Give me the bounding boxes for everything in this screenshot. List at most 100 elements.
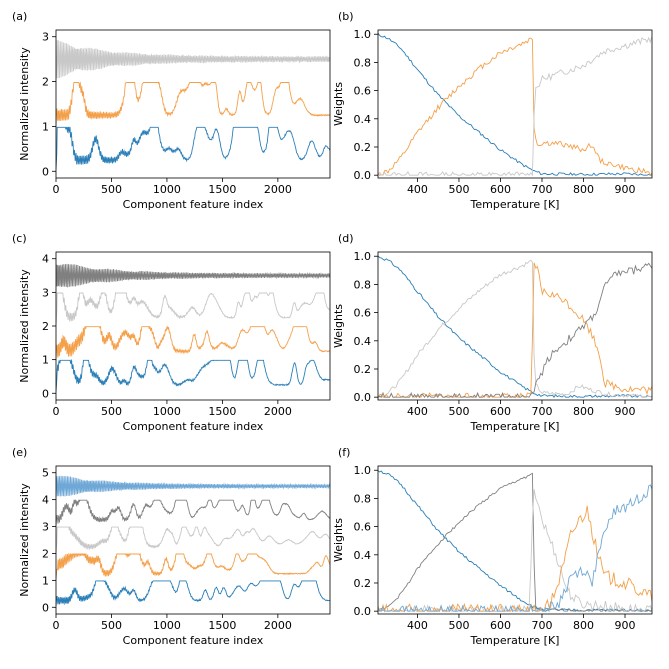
y-tick-label: 0.6 [354, 85, 372, 98]
x-tick-label: 500 [448, 619, 469, 632]
y-axis-label: Weights [332, 304, 345, 348]
x-axis-label: Component feature index [123, 634, 264, 647]
x-tick-label: 600 [490, 619, 511, 632]
y-tick-label: 1.0 [354, 250, 372, 263]
x-axis-label: Component feature index [123, 420, 264, 433]
x-axis-label: Temperature [K] [470, 420, 560, 433]
x-tick-label: 1000 [153, 619, 181, 632]
x-tick-label: 700 [531, 619, 552, 632]
x-tick-label: 400 [407, 183, 428, 196]
x-tick-label: 1500 [208, 405, 236, 418]
series-line-component-3 [56, 292, 330, 325]
panel-3: 400 500 600 700 800 900 0.0 0.2 0.4 0.6 0.8 1.0 Temp… [332, 232, 653, 433]
x-tick-label: 500 [448, 405, 469, 418]
y-tick-label: 0.8 [354, 278, 372, 291]
series-line-component-1 [56, 358, 330, 392]
x-tick-label: 700 [531, 405, 552, 418]
y-tick-label: 5 [42, 467, 49, 480]
axes-frame [377, 29, 653, 179]
series-group [56, 263, 330, 392]
series-line-component-1 [56, 580, 330, 606]
y-tick-label: 0.8 [354, 492, 372, 505]
x-tick-label: 600 [490, 183, 511, 196]
series-line-component-2 [56, 552, 330, 580]
x-tick-label: 900 [615, 619, 636, 632]
y-tick-label: 0 [42, 165, 49, 178]
y-tick-label: 0.4 [354, 335, 372, 348]
series-line-component-4 [56, 499, 330, 526]
x-tick-label: 1000 [153, 405, 181, 418]
y-axis-label: Weights [332, 518, 345, 562]
y-tick-label: 2 [42, 320, 49, 333]
x-tick-label: 700 [531, 183, 552, 196]
x-axis-label: Component feature index [123, 198, 264, 211]
panel-label: (c) [12, 232, 27, 245]
panel-5: 400 500 600 700 800 900 0.0 0.2 0.4 0.6 0.8 1.0 Temp… [332, 446, 653, 647]
x-tick-label: 2000 [264, 405, 292, 418]
y-tick-label: 0 [42, 387, 49, 400]
series-line-component-3 [56, 525, 330, 553]
series-line-weight-5 [378, 484, 652, 613]
y-tick-label: 1.0 [354, 28, 372, 41]
x-tick-label: 0 [53, 183, 60, 196]
axes-frame [55, 29, 331, 179]
y-tick-label: 4 [42, 253, 49, 266]
panel-label: (e) [12, 446, 27, 459]
x-tick-label: 800 [573, 183, 594, 196]
series-group [56, 39, 330, 170]
y-axis-label: Normalized intensity [18, 483, 31, 597]
y-tick-label: 2 [42, 76, 49, 89]
series-group [378, 32, 652, 177]
y-tick-label: 0.2 [354, 363, 372, 376]
y-tick-label: 0.0 [354, 391, 372, 404]
y-tick-label: 0.4 [354, 549, 372, 562]
x-tick-label: 0 [53, 619, 60, 632]
series-line-weight-3 [378, 489, 652, 613]
x-tick-label: 400 [407, 405, 428, 418]
series-line-weight-1 [378, 32, 652, 176]
series-line-component-5 [56, 475, 330, 497]
x-tick-label: 500 [101, 405, 122, 418]
y-tick-label: 1 [42, 574, 49, 587]
series-line-component-3 [56, 39, 330, 79]
y-tick-label: 0.8 [354, 56, 372, 69]
series-line-weight-3 [378, 262, 652, 399]
x-tick-label: 0 [53, 405, 60, 418]
series-line-component-2 [56, 81, 330, 125]
series-line-component-1 [56, 126, 330, 170]
y-tick-label: 0.6 [354, 521, 372, 534]
x-tick-label: 500 [101, 619, 122, 632]
x-tick-label: 1500 [208, 183, 236, 196]
x-tick-label: 500 [448, 183, 469, 196]
x-tick-label: 800 [573, 405, 594, 418]
y-tick-label: 2 [42, 547, 49, 560]
x-tick-label: 800 [573, 619, 594, 632]
y-tick-label: 1.0 [354, 464, 372, 477]
series-line-component-2 [56, 325, 330, 359]
panel-label: (a) [12, 10, 27, 23]
panel-2: 0 500 1000 1500 2000 0 1 2 3 4 Component feature i… [12, 232, 331, 433]
axes-frame [377, 251, 653, 401]
panel-1: 400 500 600 700 800 900 0.0 0.2 0.4 0.6 0.8 1.0 Temp… [332, 10, 653, 211]
x-axis-label: Temperature [K] [470, 634, 560, 647]
x-tick-label: 900 [615, 405, 636, 418]
y-axis-label: Normalized intensity [18, 269, 31, 383]
x-tick-label: 900 [615, 183, 636, 196]
y-tick-label: 0.2 [354, 141, 372, 154]
axes-frame [55, 465, 331, 615]
y-tick-label: 0.4 [354, 113, 372, 126]
y-tick-label: 0.6 [354, 307, 372, 320]
x-tick-label: 1000 [153, 183, 181, 196]
panel-label: (b) [338, 10, 354, 23]
y-axis-label: Weights [332, 82, 345, 126]
y-tick-label: 3 [42, 521, 49, 534]
x-tick-label: 500 [101, 183, 122, 196]
x-tick-label: 2000 [264, 619, 292, 632]
panel-4: 0 500 1000 1500 2000 0 1 2 3 4 5 Component feature … [12, 446, 331, 647]
x-tick-label: 2000 [264, 183, 292, 196]
panel-0: 0 500 1000 1500 2000 0 1 2 3 Component feature in… [12, 10, 331, 211]
y-tick-label: 1 [42, 120, 49, 133]
series-line-weight-3 [378, 35, 652, 177]
y-tick-label: 0.0 [354, 169, 372, 182]
